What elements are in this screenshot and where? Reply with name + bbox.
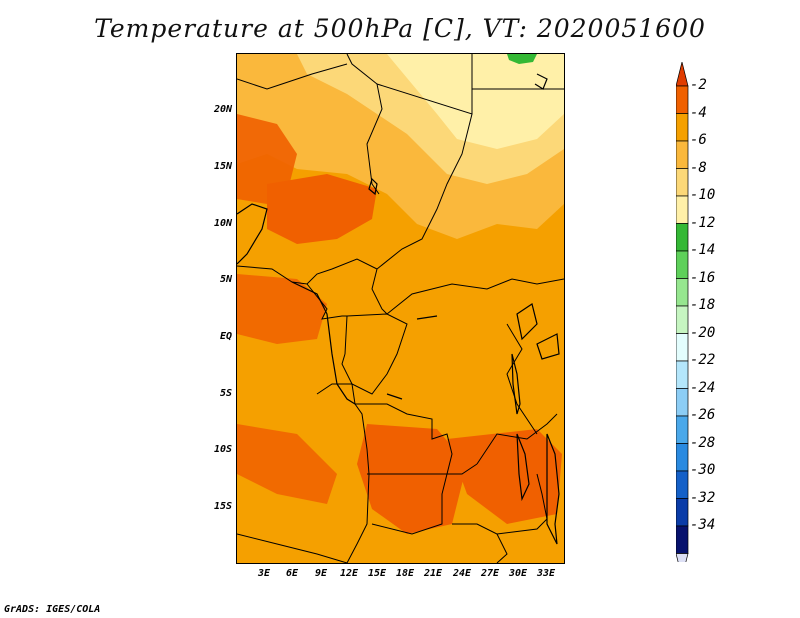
colorbar-label: -32 <box>690 489 716 506</box>
colorbar-cap-top <box>676 62 689 87</box>
temperature-map <box>237 54 564 563</box>
colorbar-cell <box>676 168 689 197</box>
colorbar-cell <box>676 113 689 142</box>
lat-label-10s: 10S <box>213 444 232 455</box>
field-warm-coast <box>237 274 327 344</box>
colorbar-label: -20 <box>690 324 716 341</box>
colorbar-cell <box>676 525 689 554</box>
field-warm-southeast <box>447 429 562 524</box>
colorbar <box>676 62 689 562</box>
colorbar-label: -28 <box>690 434 716 451</box>
lon-label-6e: 6E <box>285 568 299 579</box>
lat-label-10n: 10N <box>213 218 232 229</box>
map-area <box>236 53 565 564</box>
colorbar-cell <box>676 278 689 307</box>
colorbar-label: -2 <box>690 77 707 93</box>
lon-label-15e: 15E <box>367 568 387 579</box>
lon-label-21e: 21E <box>423 568 443 579</box>
lat-label-eq: EQ <box>219 331 232 342</box>
colorbar-cell <box>676 333 689 362</box>
colorbar-cell <box>676 360 689 389</box>
colorbar-cell <box>676 443 689 472</box>
colorbar-cap-bottom <box>676 553 689 562</box>
grads-credit: GrADS: IGES/COLA <box>4 604 101 615</box>
lat-label-15n: 15N <box>213 161 232 172</box>
lon-label-12e: 12E <box>339 568 359 579</box>
country-borders <box>237 54 564 563</box>
colorbar-label: -4 <box>690 104 707 121</box>
coastlines <box>237 73 560 545</box>
colorbar-label: -24 <box>690 379 716 396</box>
lon-label-30e: 30E <box>508 568 528 579</box>
chart-title: Temperature at 500hPa [C], VT: 202005160… <box>94 14 706 43</box>
lon-label-3e: 3E <box>257 568 271 579</box>
colorbar-cell <box>676 415 689 444</box>
colorbar-label: -30 <box>690 462 716 478</box>
colorbar-label: -22 <box>690 352 716 368</box>
lat-label-20n: 20N <box>213 104 232 115</box>
lon-label-9e: 9E <box>314 568 328 579</box>
colorbar-cell <box>676 195 689 224</box>
colorbar-label: -16 <box>690 269 716 286</box>
colorbar-label: -6 <box>690 132 707 148</box>
colorbar-label: -34 <box>690 517 716 533</box>
lon-label-33e: 33E <box>536 568 556 579</box>
field-north-pale <box>387 54 564 149</box>
lat-label-5n: 5N <box>219 274 232 285</box>
colorbar-label: -12 <box>690 214 716 231</box>
colorbar-cell <box>676 388 689 417</box>
lon-label-24e: 24E <box>452 568 472 579</box>
lat-label-5s: 5S <box>219 388 232 399</box>
colorbar-cell <box>676 305 689 334</box>
colorbar-cell <box>676 140 689 169</box>
colorbar-label: -18 <box>690 297 716 313</box>
lon-label-18e: 18E <box>395 568 415 579</box>
colorbar-cell <box>676 223 689 252</box>
lat-label-15s: 15S <box>213 501 232 512</box>
colorbar-label: -10 <box>690 187 716 203</box>
lon-label-27e: 27E <box>480 568 500 579</box>
colorbar-cell <box>676 470 689 499</box>
colorbar-cell <box>676 85 689 114</box>
colorbar-label: -26 <box>690 407 716 423</box>
field-warm-angola <box>357 424 467 534</box>
colorbar-label: -8 <box>690 159 707 176</box>
field-warm-southwest <box>237 424 337 504</box>
colorbar-cell <box>676 250 689 279</box>
colorbar-label: -14 <box>690 242 716 258</box>
colorbar-cell <box>676 498 689 527</box>
field-warm-sahel <box>267 174 377 244</box>
field-north-green <box>507 54 537 64</box>
